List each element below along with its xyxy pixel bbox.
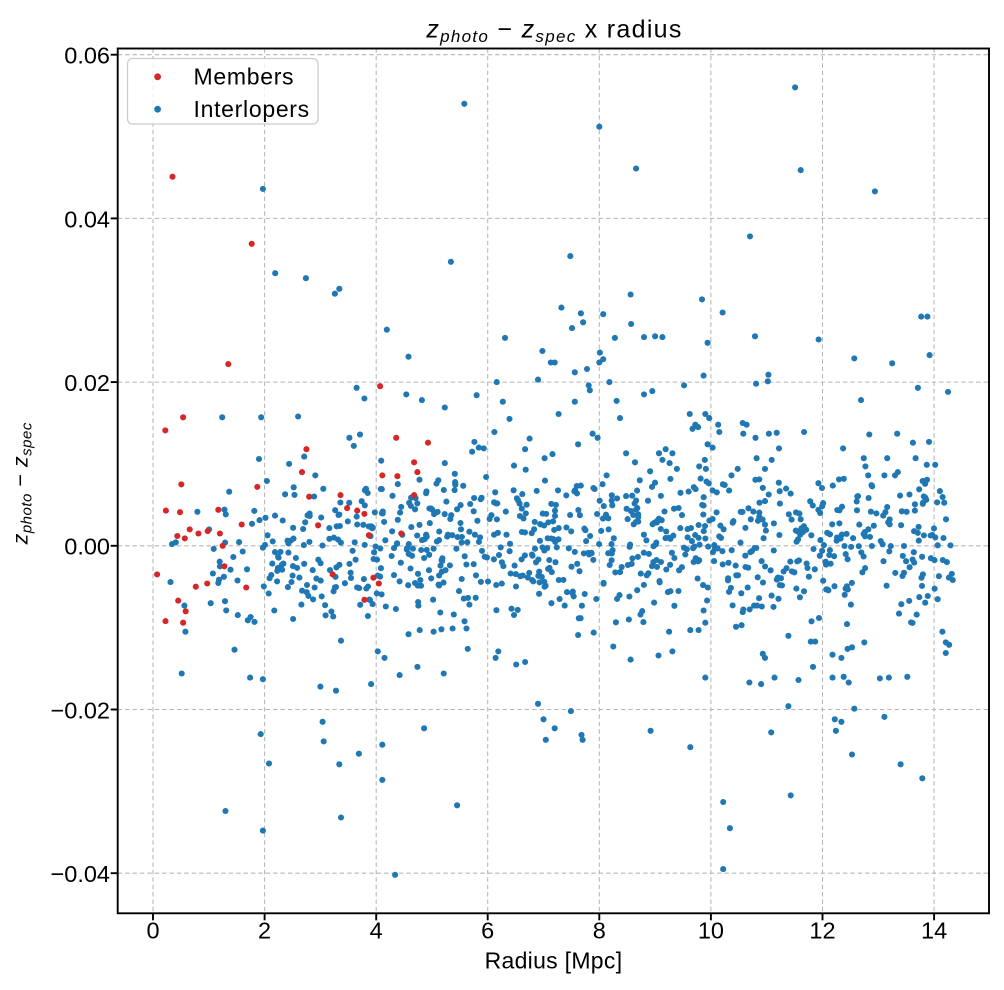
svg-text:−0.04: −0.04 (51, 861, 110, 887)
svg-text:0: 0 (146, 918, 159, 944)
svg-text:14: 14 (921, 918, 947, 944)
svg-text:Interlopers: Interlopers (194, 96, 310, 122)
svg-text:4: 4 (370, 918, 383, 944)
svg-text:12: 12 (809, 918, 835, 944)
svg-text:0.02: 0.02 (64, 370, 110, 396)
svg-text:0.00: 0.00 (64, 534, 110, 560)
svg-text:6: 6 (481, 918, 494, 944)
svg-text:0.04: 0.04 (64, 206, 110, 232)
svg-text:zphoto − zspec: zphoto − zspec (8, 422, 35, 545)
svg-text:10: 10 (698, 918, 724, 944)
svg-text:8: 8 (593, 918, 606, 944)
svg-text:0.06: 0.06 (64, 43, 110, 69)
svg-text:Members: Members (194, 64, 295, 90)
svg-text:zphoto − zspec x radius: zphoto − zspec x radius (425, 16, 682, 47)
svg-text:Radius [Mpc]: Radius [Mpc] (485, 948, 623, 974)
svg-text:2: 2 (258, 918, 271, 944)
svg-text:−0.02: −0.02 (51, 697, 110, 723)
